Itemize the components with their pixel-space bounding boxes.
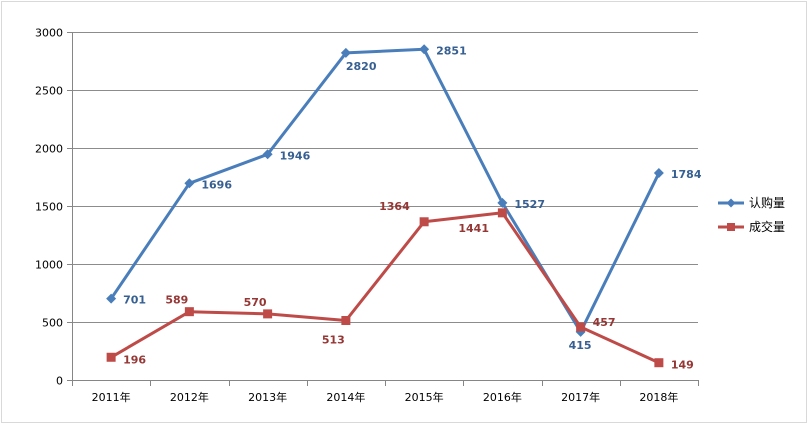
data-point-square <box>576 322 586 332</box>
data-label: 570 <box>244 296 267 309</box>
x-tick-label: 2011年 <box>92 390 131 404</box>
data-label: 149 <box>671 359 694 372</box>
data-label: 196 <box>123 353 146 366</box>
data-label: 1441 <box>458 222 489 235</box>
legend-label: 认购量 <box>749 195 785 210</box>
data-point-square <box>263 309 273 319</box>
x-tick-label: 2013年 <box>248 390 287 404</box>
legend-label: 成交量 <box>749 219 785 234</box>
x-tick-label: 2014年 <box>326 390 365 404</box>
data-point-diamond <box>419 44 430 55</box>
data-label: 2851 <box>436 44 467 57</box>
data-label: 513 <box>322 333 345 346</box>
data-point-diamond <box>184 178 195 189</box>
x-tick-label: 2015年 <box>405 390 444 404</box>
x-tick-label: 2018年 <box>639 390 678 404</box>
data-labels: 701 1696 1946 2820 2851 1527 415 1784 196 589 570 5… <box>123 44 702 371</box>
series-line-2 <box>110 211 660 365</box>
data-label: 1364 <box>379 200 410 213</box>
legend-marker-square <box>727 223 735 231</box>
data-point-diamond <box>497 197 508 208</box>
data-point-square <box>341 315 351 325</box>
gridlines <box>72 32 698 381</box>
x-tick-label: 2012年 <box>170 390 209 404</box>
data-label: 415 <box>569 339 592 352</box>
data-label: 457 <box>593 316 616 329</box>
data-point-diamond <box>340 47 351 58</box>
data-point-square <box>497 208 507 218</box>
series-layer <box>106 44 664 368</box>
data-label: 1784 <box>671 168 702 181</box>
y-tick-label: 1000 <box>35 259 63 272</box>
data-point-diamond <box>106 293 117 304</box>
legend-marker-diamond <box>726 198 736 208</box>
y-tick-label: 0 <box>56 375 63 388</box>
data-label: 1527 <box>514 198 545 211</box>
x-tick-label: 2016年 <box>483 390 522 404</box>
data-label: 589 <box>165 294 188 307</box>
data-label: 1696 <box>201 178 232 191</box>
y-tick-label: 1500 <box>35 201 63 214</box>
axes: 0 500 1000 1500 2000 2500 3000 2011年 2012年 2013年 2… <box>35 27 699 404</box>
data-point-diamond <box>653 168 664 179</box>
y-tick-label: 2000 <box>35 143 63 156</box>
data-point-square <box>419 217 429 227</box>
data-label: 1946 <box>280 149 311 162</box>
data-label: 2820 <box>346 60 377 73</box>
data-point-square <box>654 358 664 368</box>
data-point-square <box>184 307 194 317</box>
y-tick-label: 3000 <box>35 27 63 40</box>
data-point-square <box>106 352 116 362</box>
data-label: 701 <box>123 294 146 307</box>
data-point-diamond <box>262 149 273 160</box>
x-tick-label: 2017年 <box>561 390 600 404</box>
y-tick-label: 500 <box>42 317 63 330</box>
y-tick-label: 2500 <box>35 85 63 98</box>
